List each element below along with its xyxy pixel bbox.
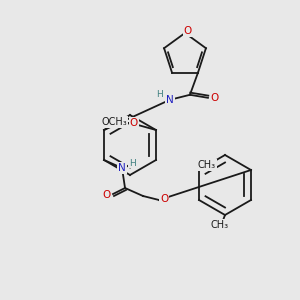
Text: H: H <box>157 90 163 99</box>
Text: N: N <box>166 95 174 105</box>
Text: O: O <box>160 194 168 204</box>
Text: N: N <box>118 163 126 173</box>
Text: CH₃: CH₃ <box>211 220 229 230</box>
Text: O: O <box>184 26 192 36</box>
Text: H: H <box>129 158 135 167</box>
Text: O: O <box>102 190 110 200</box>
Text: O: O <box>211 93 219 103</box>
Text: CH₃: CH₃ <box>198 160 216 170</box>
Text: OCH₃: OCH₃ <box>101 117 127 127</box>
Text: O: O <box>130 118 138 128</box>
